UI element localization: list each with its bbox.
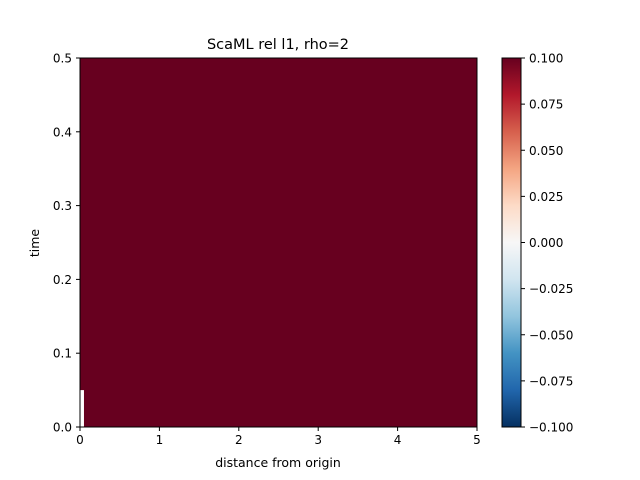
- y-tick-label: 0.4: [53, 125, 72, 139]
- x-tick-label: 2: [235, 433, 243, 447]
- y-tick-label: 0.5: [53, 52, 72, 66]
- colorbar-tick-label: 0.000: [529, 236, 563, 250]
- plot-frame: [79, 57, 478, 428]
- x-tick-label: 1: [156, 433, 164, 447]
- colorbar-tick-label: −0.075: [529, 374, 573, 388]
- heatmap-fill: [80, 58, 477, 427]
- colorbar-gradient: [502, 58, 521, 427]
- x-tick-label: 0: [76, 433, 84, 447]
- chart-title: ScaML rel l1, rho=2: [207, 37, 349, 53]
- y-axis: 0.0 0.1 0.2 0.3 0.4 0.5: [53, 52, 80, 435]
- colorbar-tick-label: 0.025: [529, 190, 563, 204]
- x-axis-label: distance from origin: [215, 455, 341, 470]
- plot-area: [79, 57, 478, 428]
- colorbar-tick-label: −0.025: [529, 282, 573, 296]
- x-tick-label: 5: [473, 433, 481, 447]
- x-tick-label: 3: [314, 433, 322, 447]
- colorbar: 0.100 0.075 0.050 0.025 0.000 −0.025 −0.050 −0.…: [501, 52, 573, 435]
- heatmap-blank-cell: [80, 390, 84, 427]
- colorbar-tick-label: 0.075: [529, 98, 563, 112]
- colorbar-tick-label: −0.100: [529, 421, 573, 435]
- colorbar-tick-label: −0.050: [529, 328, 573, 342]
- y-tick-label: 0.3: [53, 199, 72, 213]
- x-axis: 0 1 2 3 4 5: [76, 427, 481, 447]
- x-tick-label: 4: [394, 433, 402, 447]
- colorbar-tick-label: 0.100: [529, 52, 563, 66]
- y-tick-label: 0.1: [53, 347, 72, 361]
- y-tick-label: 0.0: [53, 421, 72, 435]
- y-axis-label: time: [27, 229, 42, 258]
- colorbar-tick-label: 0.050: [529, 144, 563, 158]
- y-tick-label: 0.2: [53, 273, 72, 287]
